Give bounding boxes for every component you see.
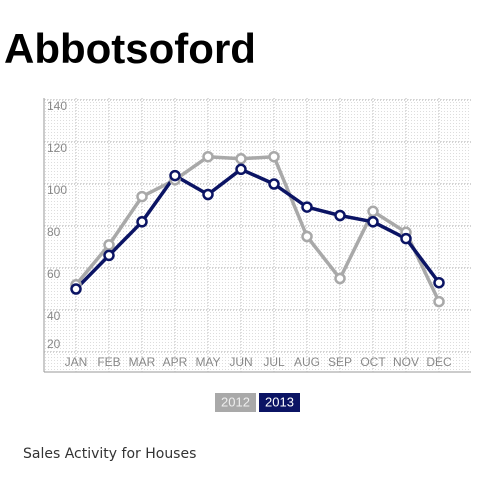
point — [301, 201, 313, 213]
y-tick-label: 40 — [47, 309, 61, 323]
x-tick-label: JUN — [229, 355, 252, 369]
legend-label: 2013 — [265, 394, 294, 409]
y-tick-label: 120 — [47, 141, 67, 155]
x-tick-label: NOV — [393, 355, 419, 369]
x-tick-label: AUG — [294, 355, 320, 369]
point — [202, 150, 214, 163]
x-tick-label: MAR — [129, 355, 156, 369]
y-tick-label: 80 — [47, 225, 61, 239]
x-tick-label: DEC — [426, 355, 452, 369]
point — [334, 272, 346, 285]
x-tick-label: SEP — [328, 355, 352, 369]
point — [268, 178, 280, 190]
point — [433, 295, 445, 308]
point — [136, 216, 148, 228]
y-tick-label: 140 — [47, 99, 67, 113]
x-tick-label: JUL — [263, 355, 285, 369]
y-tick-label: 20 — [47, 337, 61, 351]
series-line — [74, 167, 441, 291]
x-tick-label: JAN — [65, 355, 88, 369]
x-tick-label: FEB — [97, 355, 120, 369]
point — [136, 190, 148, 203]
caption: Sales Activity for Houses — [23, 446, 196, 462]
point — [202, 188, 214, 201]
point — [103, 249, 115, 262]
point — [169, 169, 181, 182]
y-tick-label: 60 — [47, 267, 61, 281]
point — [235, 163, 247, 176]
y-tick-label: 100 — [47, 183, 67, 197]
point — [268, 150, 280, 163]
x-tick-label: MAY — [195, 355, 220, 369]
point — [103, 239, 115, 251]
page-title: Abbotsoford — [4, 25, 256, 72]
legend-label: 2012 — [221, 394, 250, 409]
point — [301, 230, 313, 243]
x-tick-label: OCT — [360, 355, 386, 369]
point — [235, 153, 247, 165]
series-line — [74, 154, 441, 303]
point — [367, 216, 379, 228]
point — [400, 232, 412, 245]
legend-swatch — [215, 393, 256, 412]
point — [433, 276, 445, 289]
point — [334, 209, 346, 222]
x-tick-label: APR — [163, 355, 188, 369]
point — [367, 205, 379, 218]
point — [70, 283, 82, 295]
legend-swatch — [259, 393, 300, 412]
